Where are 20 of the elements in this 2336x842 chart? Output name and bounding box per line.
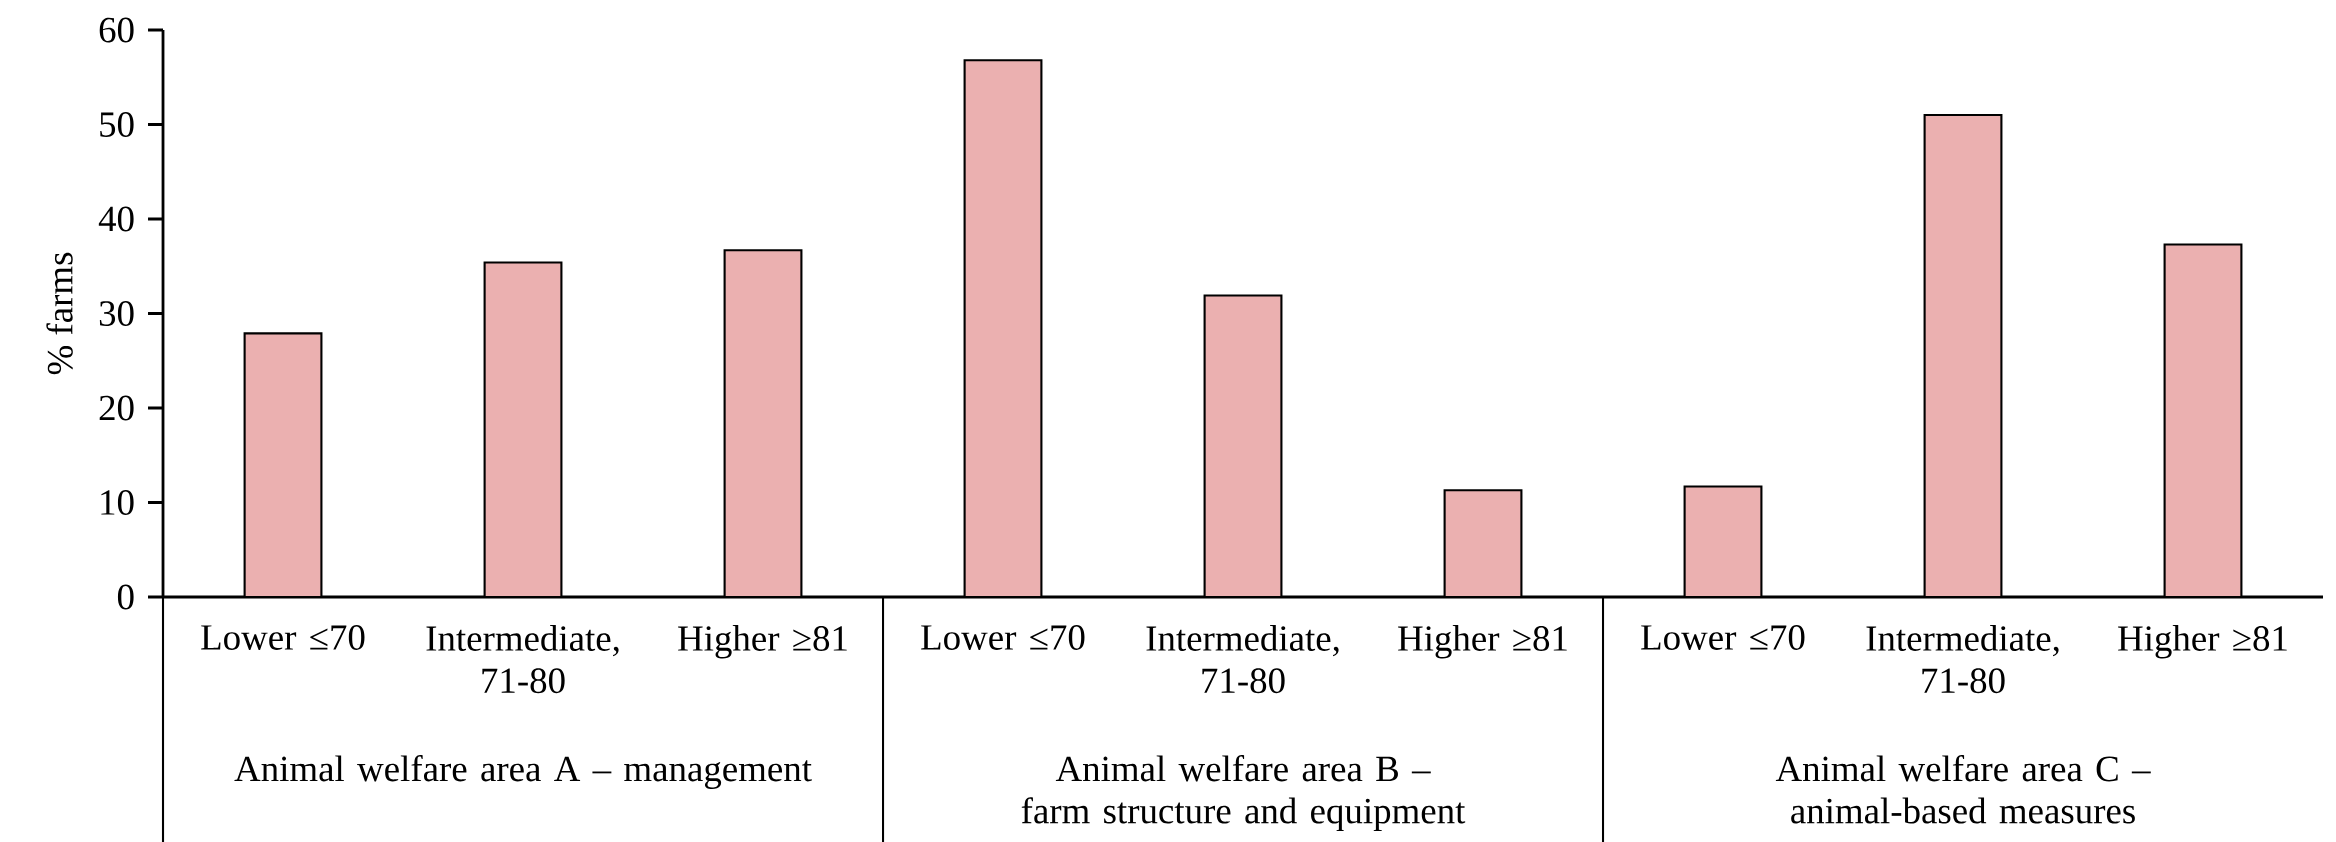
x-tick-label: Lower ≤70 — [1641, 625, 1805, 650]
x-tick-label: Higher ≥81 — [678, 625, 847, 659]
x-tick-label: Higher ≥81 — [1398, 625, 1567, 659]
x-tick-label: Higher ≥81 — [2118, 625, 2287, 659]
y-tick-label: 60 — [99, 17, 134, 43]
y-tick-label: 50 — [100, 112, 134, 137]
y-axis-title: % farms — [46, 252, 73, 375]
y-tick-label: 10 — [101, 490, 134, 515]
y-tick-label: 30 — [99, 301, 134, 326]
y-tick-label: 20 — [99, 395, 134, 421]
x-tick-label: Lower ≤70 — [201, 625, 365, 650]
x-tick-label: Intermediate, 71-80 — [1866, 625, 2059, 694]
y-tick-label: 40 — [98, 206, 134, 232]
text: Animal welfare area C – animal-based measures — [1775, 755, 2151, 824]
y-tick-label: 0 — [117, 584, 134, 610]
x-tick-label: Intermediate, 71-80 — [1146, 625, 1339, 694]
x-tick-label: Intermediate, 71-80 — [426, 625, 619, 694]
text: Animal welfare area B – farm structure and equipment — [1021, 755, 1466, 831]
text: Animal welfare area A – management — [234, 755, 812, 789]
x-tick-label: Lower ≤70 — [921, 625, 1085, 650]
